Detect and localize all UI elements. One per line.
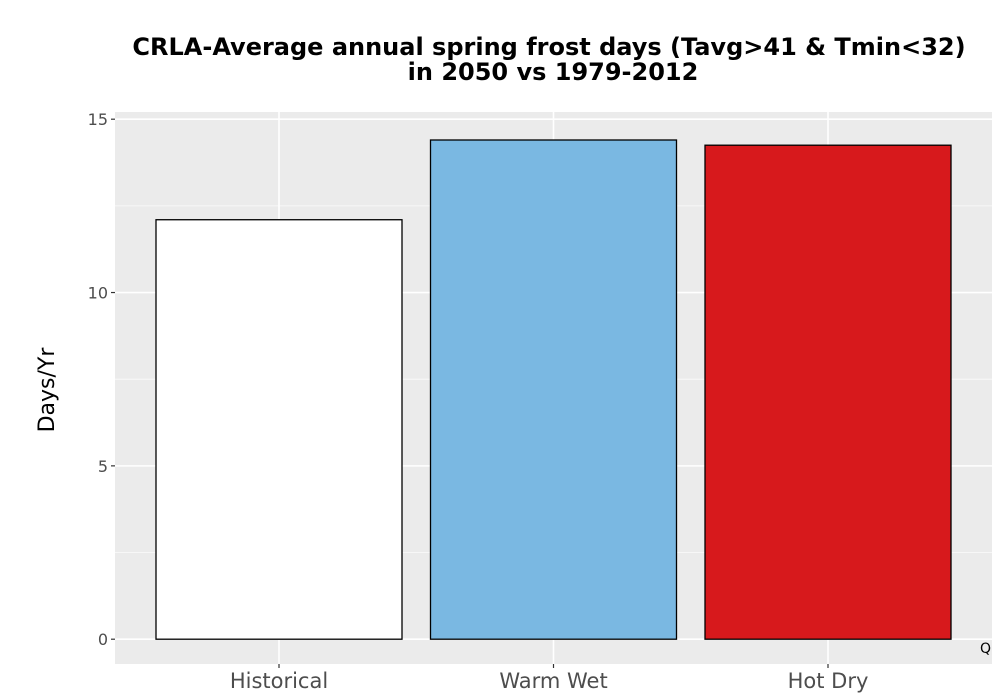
- bar-warm-wet: [429, 139, 678, 640]
- y-axis: 0 5 10 15: [88, 110, 115, 649]
- x-category-label: Historical: [230, 669, 328, 693]
- y-tick-label: 0: [98, 630, 108, 649]
- y-tick-label: 15: [88, 110, 108, 129]
- chart-subtitle: in 2050 vs 1979-2012: [408, 58, 699, 86]
- bar-hot-dry: [704, 144, 952, 640]
- bar-historical: [155, 219, 403, 640]
- x-axis: Historical Warm Wet Hot Dry: [230, 664, 869, 693]
- y-tick-label: 10: [88, 284, 108, 303]
- bars: [155, 139, 952, 640]
- x-category-label: Warm Wet: [499, 669, 607, 693]
- corner-mark: Q: [980, 641, 991, 657]
- y-tick-label: 5: [98, 457, 108, 476]
- chart-title: CRLA-Average annual spring frost days (T…: [132, 33, 965, 61]
- x-category-label: Hot Dry: [788, 669, 869, 693]
- y-axis-title: Days/Yr: [35, 347, 60, 433]
